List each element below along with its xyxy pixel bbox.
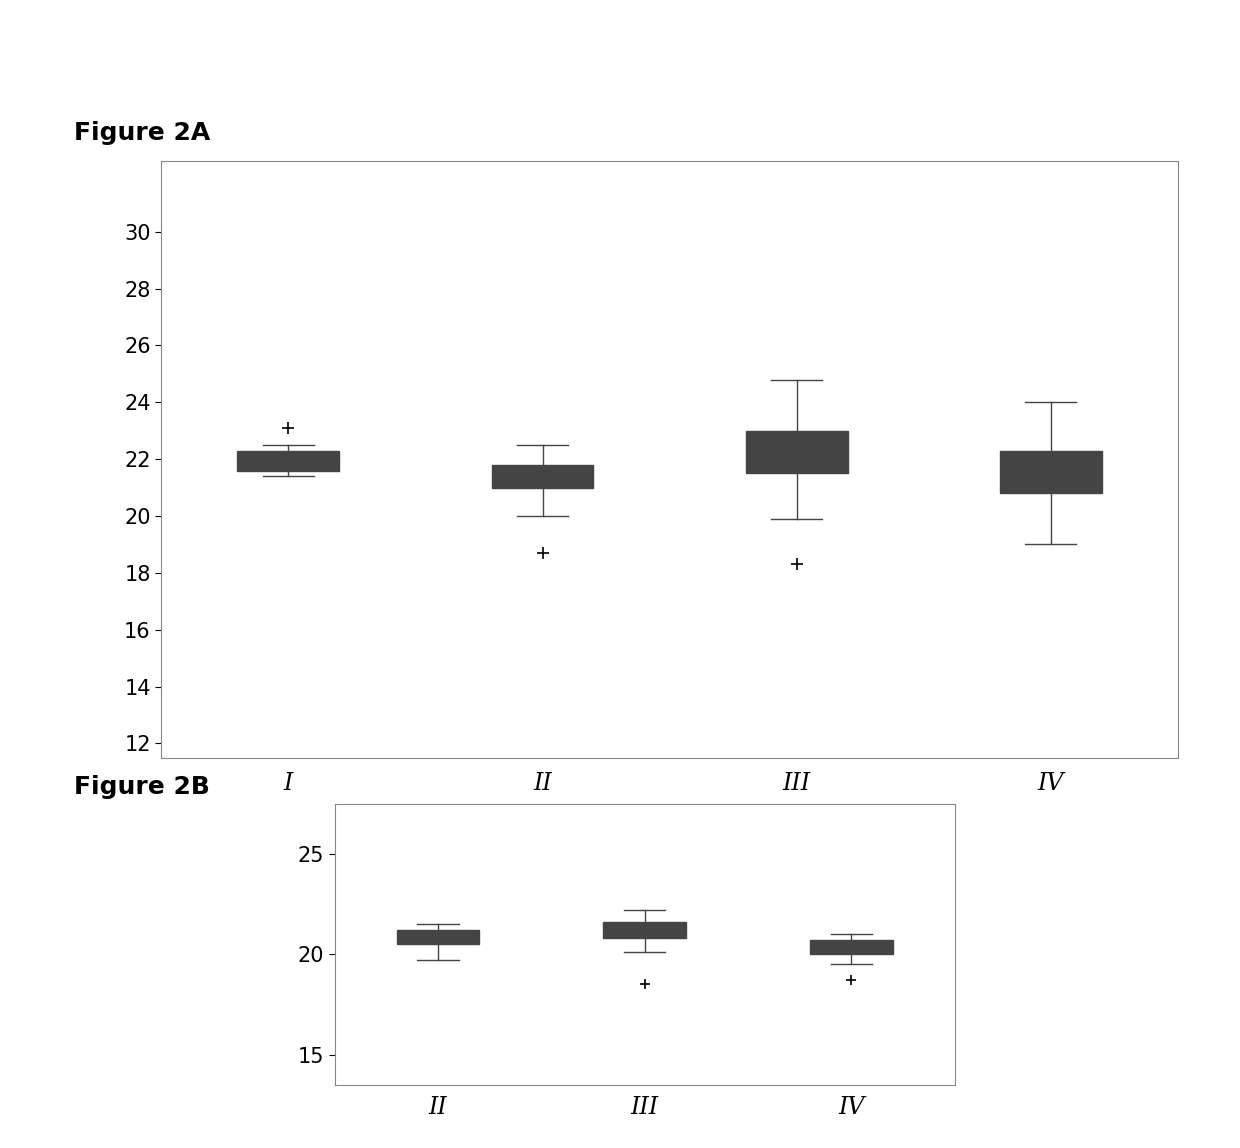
PathPatch shape — [745, 430, 848, 473]
Text: Figure 2B: Figure 2B — [74, 775, 211, 799]
PathPatch shape — [999, 451, 1102, 494]
Text: Figure 2A: Figure 2A — [74, 121, 211, 145]
PathPatch shape — [604, 922, 686, 938]
PathPatch shape — [810, 940, 893, 954]
PathPatch shape — [491, 465, 594, 488]
PathPatch shape — [238, 451, 339, 471]
PathPatch shape — [397, 930, 480, 944]
